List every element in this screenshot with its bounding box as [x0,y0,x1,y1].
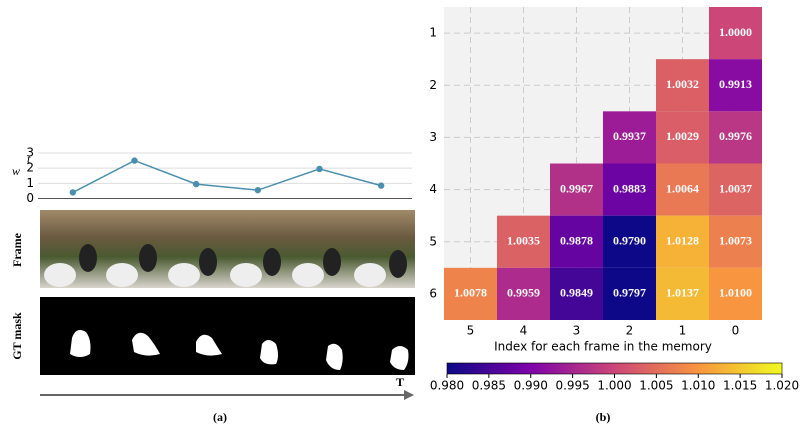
cell-label: 0.9967 [560,181,593,195]
y-tick-label: 3 [429,130,437,144]
x-tick-label: 4 [520,324,528,338]
colorbar [447,363,782,374]
line [73,161,381,193]
cell-label: 0.9913 [719,77,752,91]
cell-label: 0.9797 [613,286,646,300]
cell-label: 0.9937 [613,129,646,143]
cell-label: 1.0078 [454,286,487,300]
colorbar-tick-label: 0.980 [430,379,464,393]
y-tick-label: 4 [429,182,437,196]
cell-label: 1.0137 [666,286,699,300]
point [255,187,261,193]
colorbar-tick-label: 1.005 [639,379,673,393]
cell-label: 0.9976 [719,129,752,143]
y-tick-label: 1 [429,26,437,40]
colorbar-tick-label: 1.020 [765,379,799,393]
row-label: Frame [10,232,24,267]
y-tick-label: 6 [429,286,437,300]
x-axis-label: Index for each frame in the memory [494,340,712,354]
mask-strip [40,297,415,375]
cell-label: 1.0073 [719,234,752,248]
frame-strip [40,210,415,288]
point [131,157,137,163]
row-label: GT mask [10,312,24,360]
cell-label: 1.0029 [666,129,699,143]
time-label: T [396,375,404,389]
cell-label: 0.9878 [560,234,593,248]
colorbar-tick-label: 1.010 [681,379,715,393]
cell-label: 1.0035 [507,234,540,248]
colorbar-tick-label: 1.000 [597,379,631,393]
time-arrow [40,390,414,400]
cell-label: 1.0064 [666,181,699,195]
figure: T Frame GT mask w t (a) 1.00001.00320.99… [0,0,800,429]
y-tick-label: 1 [26,176,34,190]
caption: (b) [596,410,611,424]
x-tick-label: 0 [732,324,740,338]
cell-label: 1.0032 [666,77,699,91]
caption: (a) [213,410,227,424]
cell-label: 0.9790 [613,234,646,248]
x-tick-label: 1 [679,324,687,338]
colorbar-tick-label: 1.015 [723,379,757,393]
cell-label: 1.0037 [719,181,752,195]
y-tick-label: 0 [26,191,34,205]
y-tick-label: 3 [26,146,34,160]
point [316,166,322,172]
cell-label: 1.0128 [666,234,699,248]
cell-label: 0.9883 [613,181,646,195]
colorbar-tick-label: 0.995 [555,379,589,393]
y-tick-label: 2 [429,78,437,92]
x-tick-label: 2 [626,324,634,338]
cell-label: 0.9959 [507,286,540,300]
cell-label: 1.0100 [719,286,752,300]
y-tick-label: 5 [429,234,437,248]
point [70,189,76,195]
x-tick-label: 5 [467,324,475,338]
y-axis-label: w [12,164,20,178]
cell-label: 1.0000 [719,25,752,39]
colorbar-tick-label: 0.990 [514,379,548,393]
point [193,181,199,187]
colorbar-tick-label: 0.985 [472,379,506,393]
x-tick-label: 3 [573,324,581,338]
cell-label: 0.9849 [560,286,593,300]
y-tick-label: 2 [26,161,34,175]
point [378,182,384,188]
